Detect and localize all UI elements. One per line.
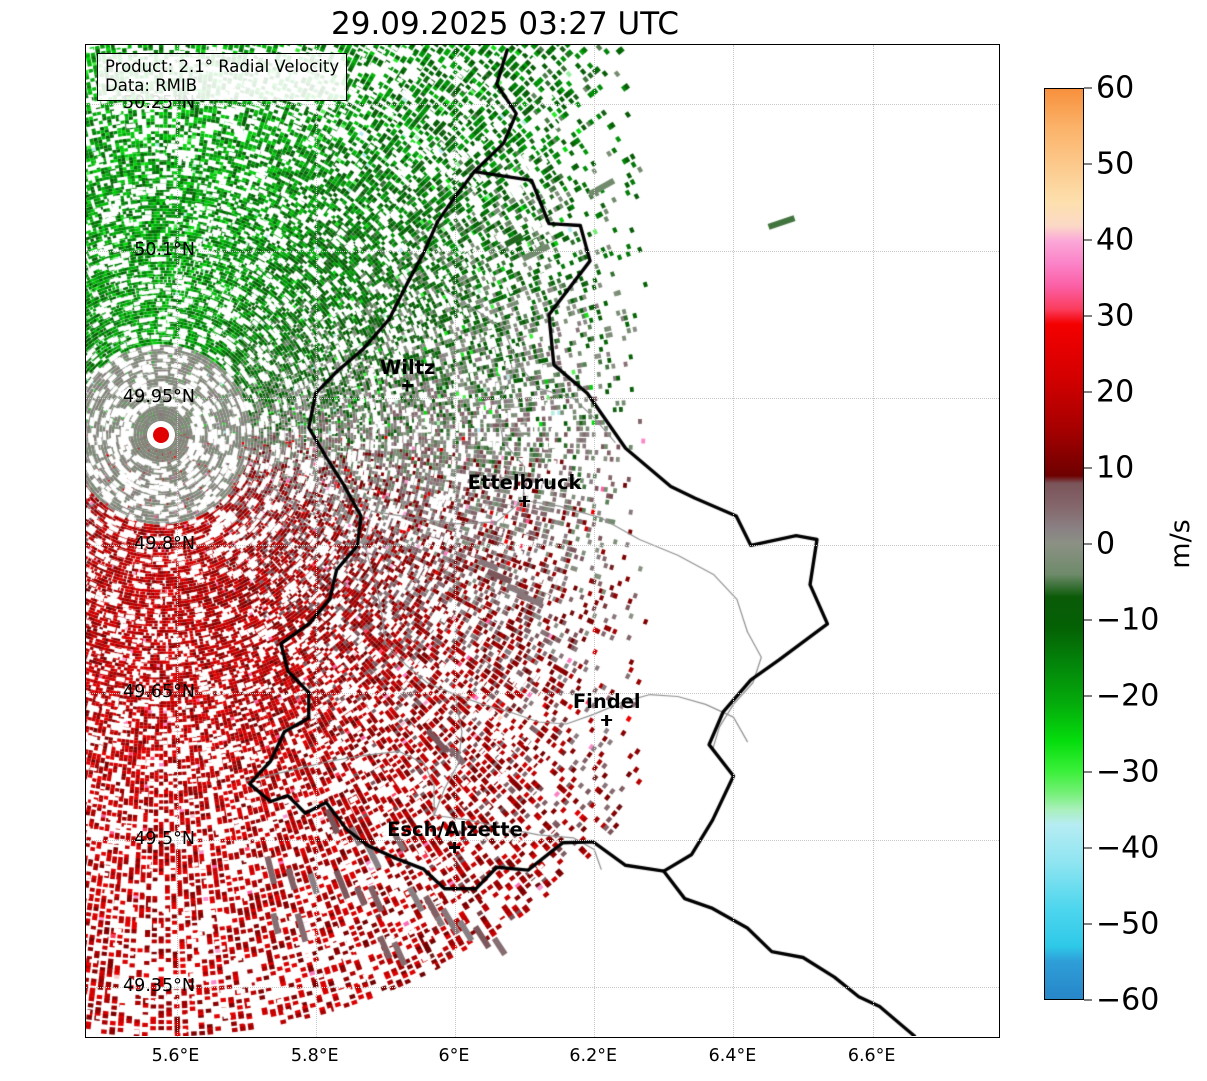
longitude-tick-label: 6.6°E [847, 1046, 896, 1066]
colorbar-axis-label: m/s [1165, 519, 1196, 569]
colorbar-tick-mark [1084, 239, 1092, 241]
gridline-horizontal [86, 545, 999, 547]
gridline-vertical [594, 45, 596, 1037]
colorbar-tick-mark [1084, 315, 1092, 317]
city-label-esch-alzette: Esch/Alzette [387, 820, 523, 854]
colorbar-tick-mark [1084, 999, 1092, 1001]
page-title: 29.09.2025 03:27 UTC [331, 6, 679, 42]
info-data-line: Data: RMIB [105, 76, 198, 96]
longitude-tick-label: 6.2°E [569, 1046, 618, 1066]
gridline-vertical [315, 45, 317, 1037]
info-product-line: Product: 2.1° Radial Velocity [105, 57, 340, 76]
cross-marker-icon [402, 380, 414, 392]
gridline-vertical [176, 45, 178, 1037]
colorbar-tick-mark [1084, 467, 1092, 469]
gridline-horizontal [86, 839, 999, 841]
city-name: Findel [572, 690, 641, 714]
colorbar-tick-mark [1084, 695, 1092, 697]
colorbar-tick-label: 20 [1096, 374, 1135, 410]
latitude-tick-label: 49.8°N [134, 534, 195, 555]
colorbar-ticks: 60 50 40 30 20 10 0 −10 −20 −30 −40 −50 −60 [1084, 71, 1207, 1018]
cross-marker-icon [519, 495, 531, 507]
colorbar-tick-label: 40 [1096, 222, 1135, 258]
gridline-horizontal [86, 692, 999, 694]
latitude-tick-label: 49.5°N [134, 828, 195, 849]
colorbar-tick-mark [1084, 391, 1092, 393]
longitude-tick-label: 6.4°E [708, 1046, 757, 1066]
colorbar-tick-label: −40 [1096, 830, 1160, 866]
map-borders-layer [86, 45, 998, 1036]
colorbar-tick-label: 30 [1096, 298, 1135, 334]
city-name: Wiltz [379, 355, 436, 379]
city-label-findel: Findel [573, 692, 641, 726]
cross-marker-icon [601, 714, 613, 726]
colorbar-tick-mark [1084, 163, 1092, 165]
latitude-tick-label: 49.65°N [123, 681, 195, 702]
info-box: Product: 2.1° Radial Velocity Data: RMIB [97, 53, 348, 101]
gridline-vertical [872, 45, 874, 1037]
colorbar-tick-mark [1084, 847, 1092, 849]
cross-marker-icon [449, 842, 461, 854]
colorbar-gradient [1044, 88, 1084, 1000]
gridline-horizontal [86, 103, 999, 105]
longitude-tick-label: 6°E [438, 1046, 470, 1066]
colorbar-tick-mark [1084, 543, 1092, 545]
gridline-horizontal [86, 986, 999, 988]
colorbar-tick-label: −10 [1096, 602, 1160, 638]
colorbar-tick-label: 0 [1096, 526, 1116, 562]
colorbar-tick-label: −30 [1096, 754, 1160, 790]
colorbar-tick-label: 50 [1096, 146, 1135, 182]
colorbar-tick-mark [1084, 923, 1092, 925]
latitude-tick-label: 49.35°N [123, 975, 195, 996]
longitude-tick-label: 5.8°E [290, 1046, 339, 1066]
longitude-tick-label: 5.6°E [151, 1046, 200, 1066]
colorbar-tick-mark [1084, 87, 1092, 89]
colorbar-tick-label: −60 [1096, 982, 1160, 1018]
latitude-tick-label: 50.1°N [134, 240, 195, 261]
radar-site-marker [147, 420, 176, 449]
colorbar-tick-mark [1084, 619, 1092, 621]
colorbar-tick-label: −50 [1096, 906, 1160, 942]
gridline-vertical [454, 45, 456, 1037]
city-label-wiltz: Wiltz [379, 355, 436, 392]
radar-site-dot [153, 426, 170, 443]
map-plot-area[interactable]: Wiltz Ettelbruck Findel Esch/Alzette Produc… [85, 44, 1000, 1038]
city-name: Ettelbruck [467, 471, 582, 495]
latitude-tick-label: 49.95°N [123, 387, 195, 408]
colorbar-tick-mark [1084, 771, 1092, 773]
city-name: Esch/Alzette [387, 817, 523, 841]
colorbar-tick-label: −20 [1096, 678, 1160, 714]
colorbar-tick-label: 10 [1096, 450, 1135, 486]
city-label-ettelbruck: Ettelbruck [468, 473, 582, 507]
gridline-horizontal [86, 251, 999, 253]
colorbar-tick-label: 60 [1096, 70, 1135, 106]
gridline-horizontal [86, 398, 999, 400]
gridline-vertical [733, 45, 735, 1037]
colorbar[interactable]: 60 50 40 30 20 10 0 −10 −20 −30 −40 −50 −60 [1044, 71, 1159, 1018]
